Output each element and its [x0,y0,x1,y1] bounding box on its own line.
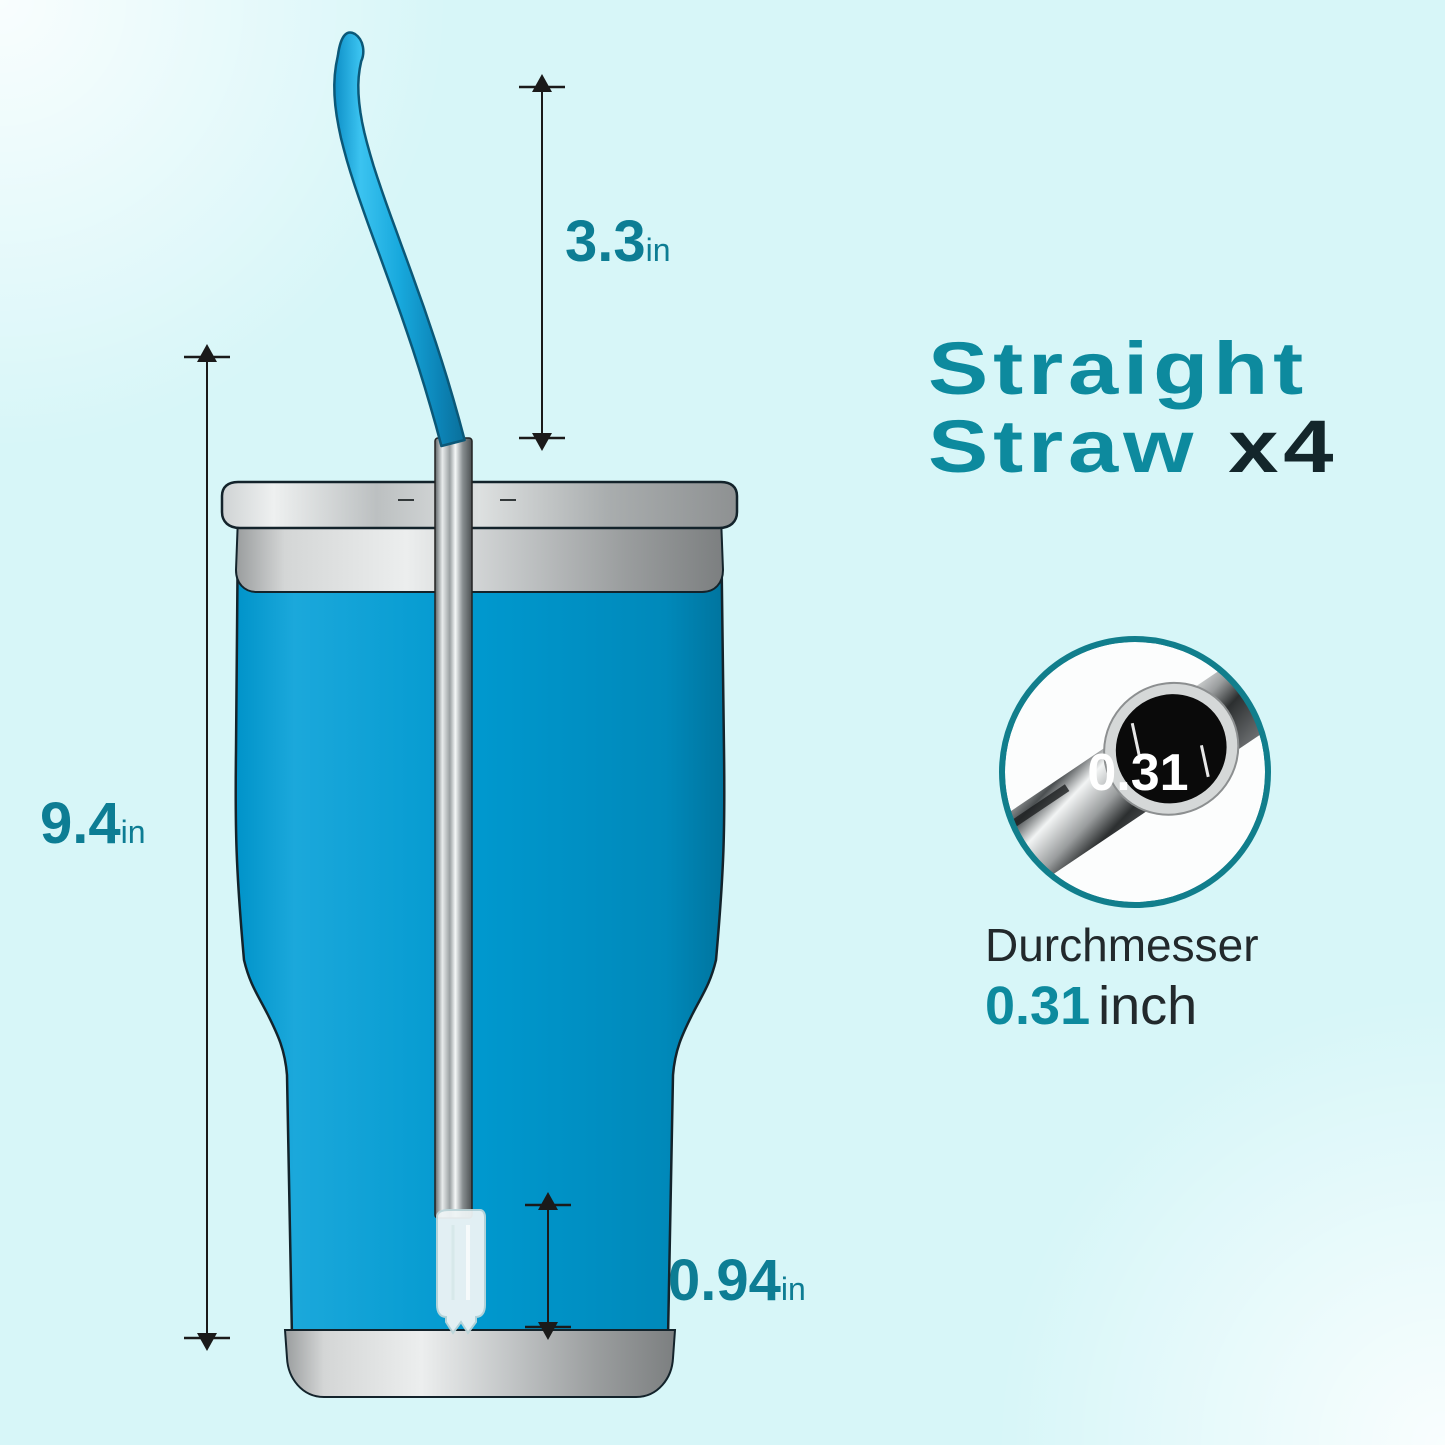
svg-text:0.31: 0.31 [1087,744,1188,802]
